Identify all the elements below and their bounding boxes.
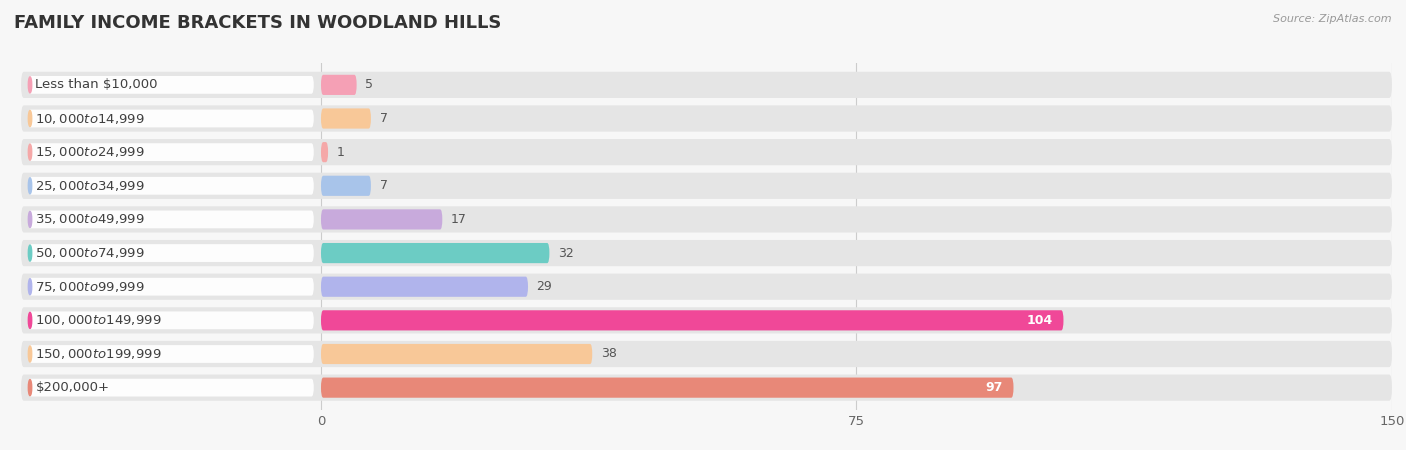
FancyBboxPatch shape: [321, 75, 357, 95]
FancyBboxPatch shape: [321, 209, 443, 230]
Text: 29: 29: [537, 280, 553, 293]
Text: Source: ZipAtlas.com: Source: ZipAtlas.com: [1274, 14, 1392, 23]
Circle shape: [28, 346, 32, 362]
Text: $50,000 to $74,999: $50,000 to $74,999: [35, 246, 145, 260]
Text: $75,000 to $99,999: $75,000 to $99,999: [35, 280, 145, 294]
Circle shape: [28, 380, 32, 396]
FancyBboxPatch shape: [28, 177, 314, 195]
FancyBboxPatch shape: [321, 108, 371, 129]
FancyBboxPatch shape: [21, 139, 1392, 165]
Text: Less than $10,000: Less than $10,000: [35, 78, 157, 91]
Circle shape: [28, 144, 32, 160]
Text: 32: 32: [558, 247, 574, 260]
FancyBboxPatch shape: [28, 143, 314, 161]
Circle shape: [28, 111, 32, 126]
FancyBboxPatch shape: [21, 173, 1392, 199]
Circle shape: [28, 245, 32, 261]
Text: FAMILY INCOME BRACKETS IN WOODLAND HILLS: FAMILY INCOME BRACKETS IN WOODLAND HILLS: [14, 14, 502, 32]
FancyBboxPatch shape: [28, 379, 314, 396]
Text: 38: 38: [600, 347, 617, 360]
Text: 17: 17: [451, 213, 467, 226]
FancyBboxPatch shape: [28, 278, 314, 296]
FancyBboxPatch shape: [28, 76, 314, 94]
FancyBboxPatch shape: [321, 277, 529, 297]
Text: $35,000 to $49,999: $35,000 to $49,999: [35, 212, 145, 226]
FancyBboxPatch shape: [28, 311, 314, 329]
Text: 1: 1: [336, 146, 344, 159]
Text: 104: 104: [1026, 314, 1053, 327]
FancyBboxPatch shape: [21, 307, 1392, 333]
Text: 97: 97: [986, 381, 1002, 394]
FancyBboxPatch shape: [28, 345, 314, 363]
Circle shape: [28, 212, 32, 227]
Text: $25,000 to $34,999: $25,000 to $34,999: [35, 179, 145, 193]
FancyBboxPatch shape: [321, 378, 1014, 398]
FancyBboxPatch shape: [321, 310, 1063, 330]
FancyBboxPatch shape: [21, 206, 1392, 233]
FancyBboxPatch shape: [321, 142, 328, 162]
FancyBboxPatch shape: [21, 240, 1392, 266]
FancyBboxPatch shape: [28, 211, 314, 228]
FancyBboxPatch shape: [28, 110, 314, 127]
FancyBboxPatch shape: [21, 341, 1392, 367]
FancyBboxPatch shape: [321, 243, 550, 263]
Circle shape: [28, 279, 32, 295]
Circle shape: [28, 178, 32, 194]
FancyBboxPatch shape: [21, 274, 1392, 300]
Text: $100,000 to $149,999: $100,000 to $149,999: [35, 313, 162, 327]
FancyBboxPatch shape: [321, 176, 371, 196]
Text: $15,000 to $24,999: $15,000 to $24,999: [35, 145, 145, 159]
Circle shape: [28, 312, 32, 328]
Text: $150,000 to $199,999: $150,000 to $199,999: [35, 347, 162, 361]
FancyBboxPatch shape: [21, 105, 1392, 132]
Text: 7: 7: [380, 112, 388, 125]
FancyBboxPatch shape: [28, 244, 314, 262]
Circle shape: [28, 77, 32, 93]
Text: 7: 7: [380, 179, 388, 192]
Text: $10,000 to $14,999: $10,000 to $14,999: [35, 112, 145, 126]
Text: 5: 5: [366, 78, 373, 91]
FancyBboxPatch shape: [21, 72, 1392, 98]
FancyBboxPatch shape: [21, 374, 1392, 401]
Text: $200,000+: $200,000+: [35, 381, 110, 394]
FancyBboxPatch shape: [321, 344, 592, 364]
